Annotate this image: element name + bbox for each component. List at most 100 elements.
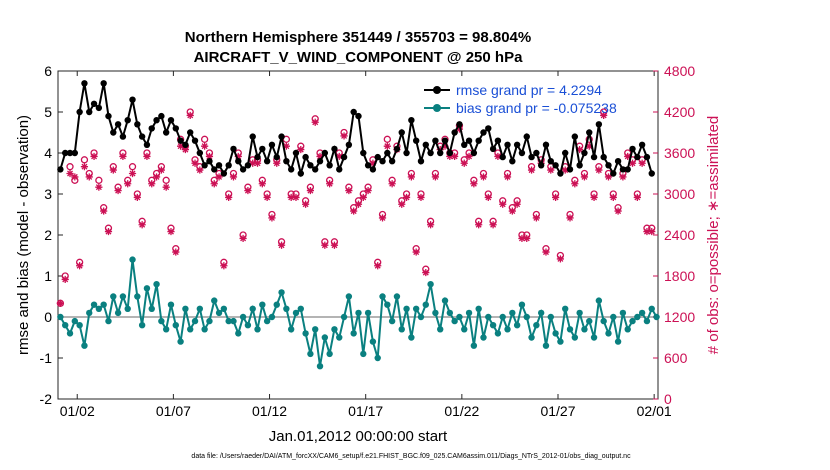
- bias-point: [187, 326, 194, 333]
- right-y-tick-label: 4200: [664, 104, 695, 120]
- obs-assimilated-marker: [436, 145, 444, 154]
- obs-assimilated-marker: [162, 183, 170, 191]
- bias-point: [451, 317, 458, 325]
- obs-assimilated-marker: [494, 152, 502, 161]
- obs-assimilated-marker: [148, 180, 156, 188]
- bias-point: [590, 334, 598, 341]
- plot-frame: [57, 70, 659, 400]
- y-tick-label: 2: [44, 227, 52, 243]
- right-y-tick-label: 3600: [664, 145, 695, 161]
- rmse-point: [201, 162, 208, 169]
- bias-point: [634, 313, 641, 321]
- bias-points: [57, 256, 660, 370]
- obs-assimilated-marker: [590, 193, 598, 202]
- rmse-point: [605, 162, 612, 169]
- rmse-point: [557, 170, 564, 177]
- obs-assimilated-marker: [277, 241, 286, 249]
- obs-assimilated-marker: [292, 193, 300, 202]
- obs-assimilated-marker: [205, 152, 214, 161]
- obs-assimilated-marker: [604, 173, 613, 181]
- bias-point: [432, 309, 439, 317]
- bias-point: [201, 326, 208, 333]
- obs-assimilated-marker: [624, 152, 632, 161]
- rmse-point: [119, 133, 127, 140]
- obs-assimilated-marker: [571, 180, 579, 188]
- bias-point: [316, 363, 324, 370]
- rmse-point: [105, 112, 112, 120]
- obs-assimilated-marker: [422, 268, 430, 277]
- obs-assimilated-marker: [181, 145, 190, 154]
- rmse-point: [461, 141, 468, 148]
- obs-assimilated-marker: [475, 221, 483, 229]
- obs-assimilated-marker: [561, 166, 569, 174]
- bias-point: [513, 322, 521, 329]
- rmse-point: [542, 141, 550, 148]
- obs-possible-marker: [200, 135, 209, 143]
- right-y-axis-label: # of obs: o=possible; ∗=assimilated: [705, 116, 722, 355]
- obs-assimilated-marker: [619, 173, 627, 181]
- data-file-footer: data file: /Users/raeder/DAI/ATM_forcXX/…: [191, 453, 631, 460]
- obs-assimilated-marker: [104, 227, 113, 236]
- rmse-point: [624, 166, 631, 173]
- bias-point: [302, 330, 309, 337]
- bias-point: [403, 305, 410, 312]
- rmse-point: [124, 117, 131, 124]
- bias-point: [138, 322, 146, 329]
- rmse-point: [465, 137, 473, 144]
- bias-point: [57, 313, 64, 321]
- bias-point: [66, 330, 74, 337]
- bias-point: [576, 309, 583, 317]
- bias-point: [374, 354, 381, 362]
- bias-point: [124, 305, 131, 312]
- rmse-point: [523, 133, 530, 140]
- rmse-point: [480, 129, 487, 136]
- bias-point: [239, 313, 247, 321]
- obs-assimilated-marker: [263, 193, 271, 202]
- bias-point: [307, 350, 314, 358]
- y-tick-label: 4: [44, 145, 52, 161]
- bias-point: [153, 281, 160, 288]
- rmse-point: [513, 141, 521, 148]
- legend-rmse-marker: [433, 86, 441, 94]
- left-y-axis: -2 -1 0 1 2 3 4 5 6: [40, 63, 63, 407]
- obs-assimilated-marker: [234, 152, 242, 161]
- bias-point: [600, 317, 607, 325]
- obs-assimilated-marker: [600, 111, 608, 120]
- bias-point: [287, 326, 295, 333]
- obs-assimilated-marker: [350, 207, 358, 215]
- obs-assimilated-marker: [239, 234, 247, 243]
- rmse-point: [148, 125, 155, 132]
- obs-assimilated-marker: [282, 142, 290, 150]
- obs-assimilated-marker: [90, 152, 98, 161]
- bias-point: [369, 338, 377, 345]
- obs-assimilated-marker: [297, 145, 305, 154]
- rmse-point: [215, 162, 223, 169]
- bias-point: [196, 305, 204, 312]
- rmse-point: [398, 129, 405, 136]
- obs-assimilated-marker: [220, 262, 228, 270]
- rmse-point: [326, 162, 333, 169]
- rmse-point: [614, 158, 622, 165]
- obs-assimilated-marker: [489, 221, 497, 229]
- bias-point: [297, 305, 304, 312]
- rmse-point: [456, 121, 463, 128]
- rmse-point: [350, 108, 357, 116]
- y-tick-label: 0: [44, 309, 52, 325]
- bias-point: [509, 309, 516, 317]
- bias-point: [408, 334, 415, 341]
- obs-assimilated-marker: [100, 207, 108, 215]
- obs-assimilated-marker: [186, 111, 194, 120]
- obs-assimilated-marker: [551, 193, 560, 202]
- rmse-point: [297, 170, 304, 177]
- rmse-point: [547, 158, 554, 165]
- obs-assimilated-marker: [273, 159, 281, 167]
- rmse-point: [206, 158, 213, 165]
- rmse-point: [90, 100, 98, 108]
- bias-point: [624, 326, 631, 333]
- obs-assimilated-marker: [249, 159, 257, 167]
- bias-point: [283, 305, 290, 312]
- obs-assimilated-marker: [215, 173, 223, 181]
- obs-assimilated-marker: [354, 200, 363, 208]
- y-tick-label: 1: [44, 268, 52, 284]
